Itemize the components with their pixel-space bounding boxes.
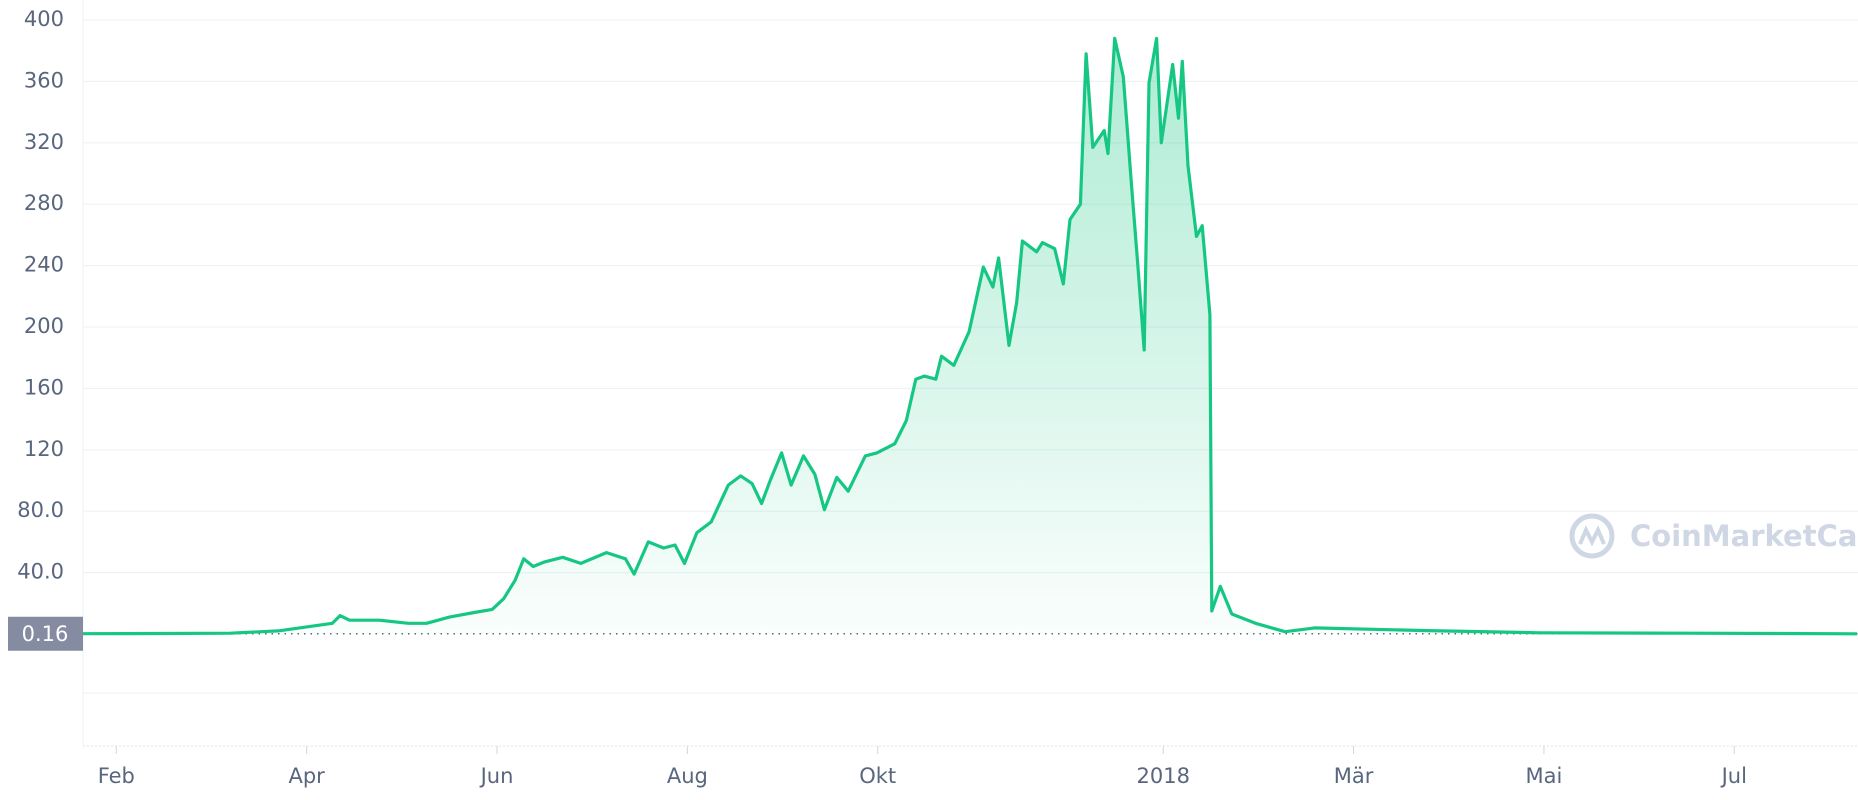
price-line <box>82 36 1858 636</box>
watermark-text: CoinMarketCap <box>1630 519 1858 553</box>
y-tick-label: 120 <box>24 437 64 461</box>
price-area <box>83 38 1857 634</box>
last-price-label: 0.16 <box>22 622 69 646</box>
watermark: CoinMarketCap <box>1569 513 1858 559</box>
x-tick-label: Aug <box>667 764 708 788</box>
y-tick-label: 280 <box>24 191 64 215</box>
y-tick-label: 200 <box>24 314 64 338</box>
last-price-tag <box>8 616 83 651</box>
y-tick-label: 360 <box>24 68 64 92</box>
x-tick-label: Jun <box>479 764 514 788</box>
x-tick-label: Apr <box>288 764 325 788</box>
x-tick-label: Jul <box>1720 764 1747 788</box>
x-tick-label: Mär <box>1334 764 1374 788</box>
x-tick-label: Feb <box>98 764 135 788</box>
y-tick-label: 40.0 <box>17 560 64 584</box>
y-tick-label: 80.0 <box>17 498 64 522</box>
y-tick-label: 240 <box>24 253 64 277</box>
y-tick-label: 320 <box>24 130 64 154</box>
y-tick-label: 400 <box>24 7 64 31</box>
x-tick-label: Mai <box>1526 764 1563 788</box>
y-tick-label: 160 <box>24 375 64 399</box>
x-tick-label: Okt <box>859 764 896 788</box>
x-tick-label: 2018 <box>1137 764 1190 788</box>
